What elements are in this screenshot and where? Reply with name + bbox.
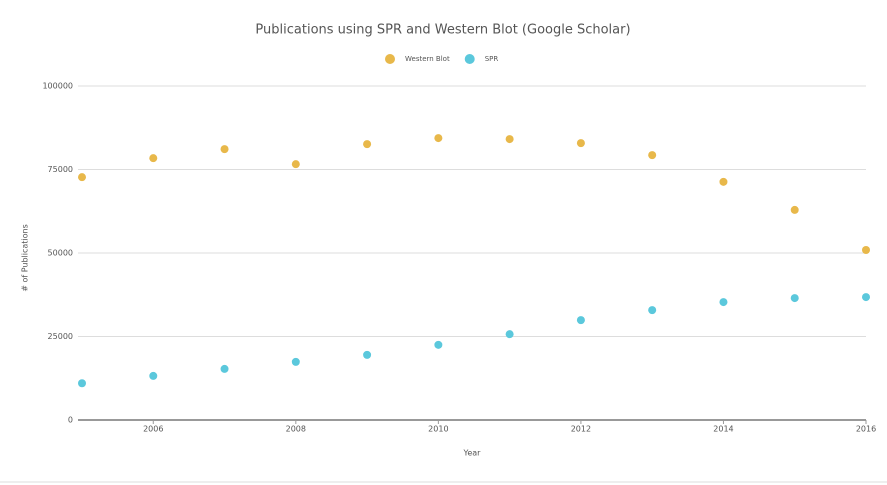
x-tick-label: 2014: [713, 425, 733, 434]
point: [434, 134, 443, 143]
point: [149, 371, 158, 380]
point: [291, 357, 300, 366]
point: [576, 316, 585, 325]
point: [790, 294, 799, 303]
y-tick-label: 25000: [48, 332, 73, 341]
point: [790, 205, 799, 214]
x-tick-label: 2010: [428, 425, 448, 434]
y-tick-label: 0: [68, 416, 73, 425]
chart-title: Publications using SPR and Western Blot …: [255, 23, 630, 38]
y-tick-label: 100000: [42, 82, 73, 91]
point: [291, 160, 300, 169]
point: [149, 154, 158, 163]
x-tick-label: 2012: [571, 425, 591, 434]
point: [648, 306, 657, 315]
legend-label: Western Blot: [405, 55, 450, 63]
point: [505, 330, 514, 339]
x-tick-label: 2016: [856, 425, 876, 434]
x-tick-label: 2008: [286, 425, 306, 434]
point: [78, 379, 86, 388]
point: [363, 350, 372, 359]
legend-label: SPR: [485, 55, 499, 63]
legend-marker: [385, 54, 395, 64]
legend-marker: [464, 54, 475, 64]
point: [78, 173, 86, 182]
point: [862, 245, 870, 254]
point: [719, 298, 728, 307]
point: [862, 293, 870, 302]
point: [505, 135, 514, 144]
point: [220, 145, 229, 154]
y-axis-label: # of Publications: [21, 224, 30, 292]
point: [648, 151, 657, 160]
x-tick-label: 2006: [143, 425, 163, 434]
point: [719, 177, 728, 186]
point: [434, 340, 443, 349]
point: [220, 364, 229, 373]
point: [363, 140, 372, 149]
x-axis-label: Year: [463, 449, 482, 458]
point: [576, 139, 585, 148]
y-tick-label: 75000: [48, 165, 73, 174]
y-tick-label: 50000: [48, 249, 73, 258]
